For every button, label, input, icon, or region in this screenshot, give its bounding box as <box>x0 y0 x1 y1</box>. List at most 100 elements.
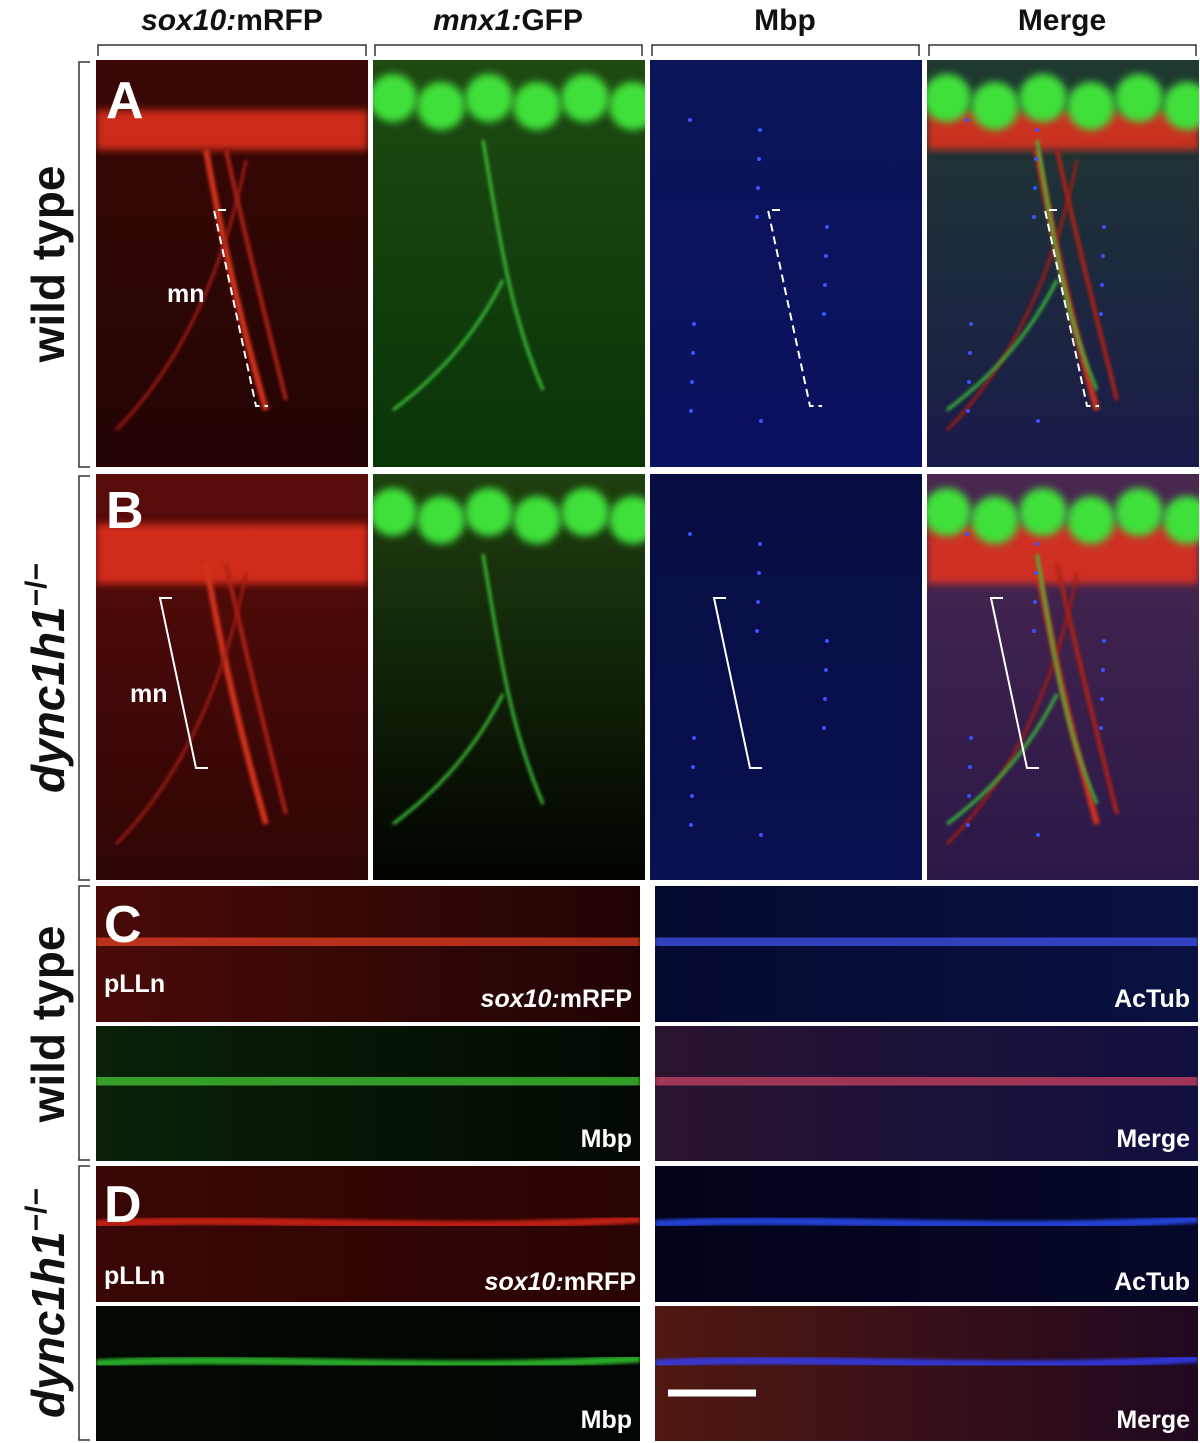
signal <box>1100 283 1104 287</box>
signal <box>96 1354 640 1369</box>
panel-letter: C <box>104 896 142 954</box>
column-header: sox10:mRFP <box>141 4 323 37</box>
signal <box>689 823 693 827</box>
signal <box>824 254 828 258</box>
row-label: dync1h1−/− <box>20 563 74 793</box>
signal <box>965 118 969 122</box>
signal <box>1163 82 1199 130</box>
panel-content <box>96 110 368 432</box>
micrograph <box>373 60 645 467</box>
signal <box>513 82 561 130</box>
signal <box>822 312 826 316</box>
signal <box>96 110 368 150</box>
column-header: Merge <box>1018 4 1106 37</box>
signal <box>968 765 972 769</box>
bracket <box>989 597 1039 769</box>
signal <box>561 488 609 536</box>
signal <box>971 496 1019 544</box>
signal <box>755 629 759 633</box>
signal <box>114 573 248 846</box>
row-label: dync1h1−/− <box>20 1188 74 1418</box>
signal <box>1067 82 1115 130</box>
signal <box>824 668 828 672</box>
signal <box>756 186 760 190</box>
signal <box>757 571 761 575</box>
signal <box>759 833 763 837</box>
signal <box>971 82 1019 130</box>
signal <box>1055 563 1119 815</box>
signal <box>1034 571 1038 575</box>
signal <box>224 149 288 401</box>
signal <box>927 110 1199 150</box>
signal <box>96 926 640 958</box>
panel-content <box>927 74 1199 432</box>
signal <box>969 322 973 326</box>
signal <box>1067 496 1115 544</box>
signal <box>945 573 1079 846</box>
signal <box>1032 215 1036 219</box>
signal <box>691 351 695 355</box>
micrograph <box>650 60 922 467</box>
micrograph <box>96 1306 640 1441</box>
signal <box>96 1065 640 1098</box>
signal <box>1055 149 1119 401</box>
panel-content <box>688 532 829 837</box>
channel-label: sox10:mRFP <box>481 985 632 1013</box>
channel-label: sox10:mRFP <box>485 1268 636 1296</box>
bracket <box>1043 209 1099 407</box>
channel-label: Mbp <box>581 1406 632 1434</box>
signal <box>927 524 1199 584</box>
signal <box>392 279 505 412</box>
panel-content <box>373 74 645 412</box>
signal <box>965 532 969 536</box>
signal <box>758 128 762 132</box>
signal <box>688 532 692 536</box>
signal <box>759 419 763 423</box>
panel-content <box>96 524 368 846</box>
signal <box>1101 668 1105 672</box>
channel-label: Merge <box>1116 1406 1190 1434</box>
micrograph <box>650 474 922 880</box>
row-label: wild type <box>22 166 74 364</box>
signal <box>691 765 695 769</box>
signal <box>1099 312 1103 316</box>
signal <box>1033 186 1037 190</box>
signal <box>966 823 970 827</box>
channel-label: AcTub <box>1114 1268 1190 1296</box>
signal <box>927 488 971 536</box>
panel-content <box>655 926 1198 958</box>
signal <box>465 488 513 536</box>
signal <box>655 1065 1198 1098</box>
signal <box>417 82 465 130</box>
panel-content <box>655 1065 1198 1098</box>
signal <box>392 693 505 826</box>
signal <box>1115 488 1163 536</box>
signal <box>692 736 696 740</box>
signal <box>1100 697 1104 701</box>
annotation: mn <box>130 680 168 708</box>
panels <box>96 60 1199 1441</box>
signal <box>655 926 1198 958</box>
signal <box>823 283 827 287</box>
annotation: pLLn <box>104 970 165 998</box>
signal <box>758 542 762 546</box>
signal <box>224 563 288 815</box>
signal <box>655 1354 1198 1369</box>
signal <box>1036 833 1040 837</box>
bracket <box>712 597 762 769</box>
micrograph <box>373 474 645 880</box>
column-header: Mbp <box>754 4 816 37</box>
signal <box>1035 139 1099 391</box>
channel-label: Merge <box>1116 1125 1190 1153</box>
signal <box>1101 254 1105 258</box>
signal <box>561 74 609 122</box>
signal <box>689 409 693 413</box>
signal <box>1102 639 1106 643</box>
panel-content <box>96 1215 640 1229</box>
signal <box>1099 726 1103 730</box>
channel-label: Mbp <box>581 1125 632 1153</box>
channel-label: AcTub <box>1114 985 1190 1013</box>
signal <box>1019 488 1067 536</box>
